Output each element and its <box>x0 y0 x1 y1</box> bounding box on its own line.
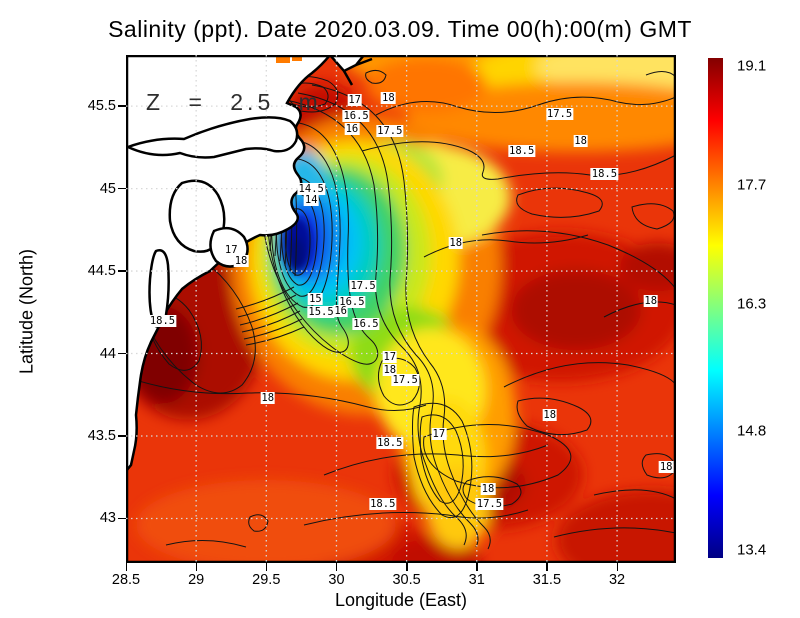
x-tickmark <box>195 563 198 571</box>
x-tick-label: 29.5 <box>252 572 281 588</box>
contour-label: 18.5 <box>148 314 177 327</box>
contour-label: 18 <box>382 364 398 377</box>
x-tick-label: 29 <box>188 572 205 588</box>
x-tick-label: 31.5 <box>532 572 562 588</box>
colorbar-tick-label: 13.4 <box>737 541 767 559</box>
contour-label: 18.5 <box>369 497 397 510</box>
contour-label: 18 <box>480 482 496 495</box>
contour-label: 17 <box>382 350 398 363</box>
contour-label: 14.5 <box>297 182 325 195</box>
grid-layer <box>126 55 676 563</box>
x-tickmark <box>125 563 127 571</box>
colorbar-tick-label: 19.1 <box>737 57 767 75</box>
y-tickmark <box>118 105 126 107</box>
x-tickmark <box>546 563 548 571</box>
y-tickmark <box>118 517 126 520</box>
depth-annotation: Z = 2.5 m <box>146 89 322 115</box>
colorbar-tick-label: 16.3 <box>737 295 767 313</box>
colorbar <box>708 58 723 558</box>
x-tick-label: 30 <box>328 572 345 588</box>
contour-label: 17.5 <box>376 124 404 137</box>
map-plot-area: Z = 2.5 m 17 16.5 16 18 17.5 17.5 18 18.5 18.5 14… <box>126 55 676 563</box>
x-tick-label: 30.5 <box>392 572 421 588</box>
contour-label: 17.5 <box>349 279 377 292</box>
contour-label: 18 <box>542 408 558 421</box>
y-tick-label: 43 <box>99 510 116 527</box>
contour-label: 18 <box>573 134 588 147</box>
y-tickmark <box>118 352 126 355</box>
contour-label: 15 <box>308 293 323 306</box>
y-tick-label: 43.5 <box>87 428 116 444</box>
x-tickmark <box>335 563 338 571</box>
y-axis-title: Latitude (North) <box>16 248 37 375</box>
y-tick-label: 45 <box>99 180 116 197</box>
contour-label: 18 <box>260 392 276 405</box>
contour-label: 18 <box>643 294 659 307</box>
contour-label: 18 <box>658 461 674 474</box>
contour-label: 16 <box>333 304 348 317</box>
x-tick-label: 32 <box>608 572 626 588</box>
contour-label: 14 <box>303 194 319 207</box>
x-tickmark <box>476 563 478 571</box>
contour-label: 18 <box>381 91 396 104</box>
contour-label: 18.5 <box>376 436 404 449</box>
y-tickmark <box>118 435 126 437</box>
x-tick-label: 28.5 <box>111 572 141 588</box>
contour-label: 18 <box>448 237 464 250</box>
contour-label: 18 <box>233 255 249 268</box>
y-tick-label: 44 <box>99 345 116 362</box>
contour-label: 18.5 <box>508 144 536 157</box>
contour-label: 16.5 <box>352 317 380 330</box>
y-tick-label: 44.5 <box>87 263 116 280</box>
contour-label: 17.5 <box>475 497 504 510</box>
land-mass <box>126 55 332 473</box>
contour-label: 17 <box>223 243 239 256</box>
y-tick-label: 45.5 <box>87 98 116 115</box>
contour-label: 17.5 <box>545 108 574 121</box>
contour-label: 17 <box>347 93 363 106</box>
contour-label: 18.5 <box>590 167 619 180</box>
x-tickmark <box>616 563 619 571</box>
x-axis-title: Longitude (East) <box>334 590 468 610</box>
plot-title: Salinity (ppt). Date 2020.03.09. Time 00… <box>108 16 692 42</box>
contour-label: 15.5 <box>307 306 335 319</box>
x-tickmark <box>406 563 408 571</box>
colorbar-tick-label: 17.7 <box>737 176 767 194</box>
contour-label: 16.5 <box>342 110 370 123</box>
contour-label: 17 <box>431 428 447 441</box>
y-tickmark <box>118 270 126 272</box>
danube-delta-islets <box>276 55 373 86</box>
contour-label: 17.5 <box>391 373 419 386</box>
x-tick-label: 31 <box>468 572 485 588</box>
contour-label: 16 <box>344 123 360 136</box>
x-tickmark <box>265 563 268 571</box>
plot-frame <box>126 55 676 563</box>
y-tickmark <box>118 187 126 190</box>
colorbar-tick-label: 14.8 <box>737 422 767 440</box>
